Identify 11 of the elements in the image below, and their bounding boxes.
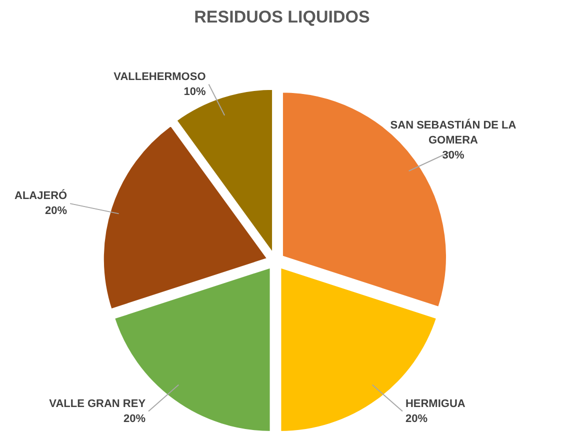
slice-label: VALLEHERMOSO: [114, 70, 206, 83]
data-label: 20%: [405, 412, 428, 425]
slice-label: ALAJERÓ: [14, 189, 68, 202]
data-label: 20%: [124, 412, 146, 425]
slice-label: VALLE GRAN REY: [49, 398, 146, 410]
data-label: 20%: [45, 205, 68, 218]
data-label: 10%: [184, 86, 206, 98]
chart-title: RESIDUOS LIQUIDOS: [194, 8, 370, 26]
data-label: 30%: [442, 150, 464, 162]
slice-label: HERMIGUA: [405, 398, 466, 410]
slice-label: SAN SEBASTIÁN DE LA GOMERA: [390, 118, 516, 147]
